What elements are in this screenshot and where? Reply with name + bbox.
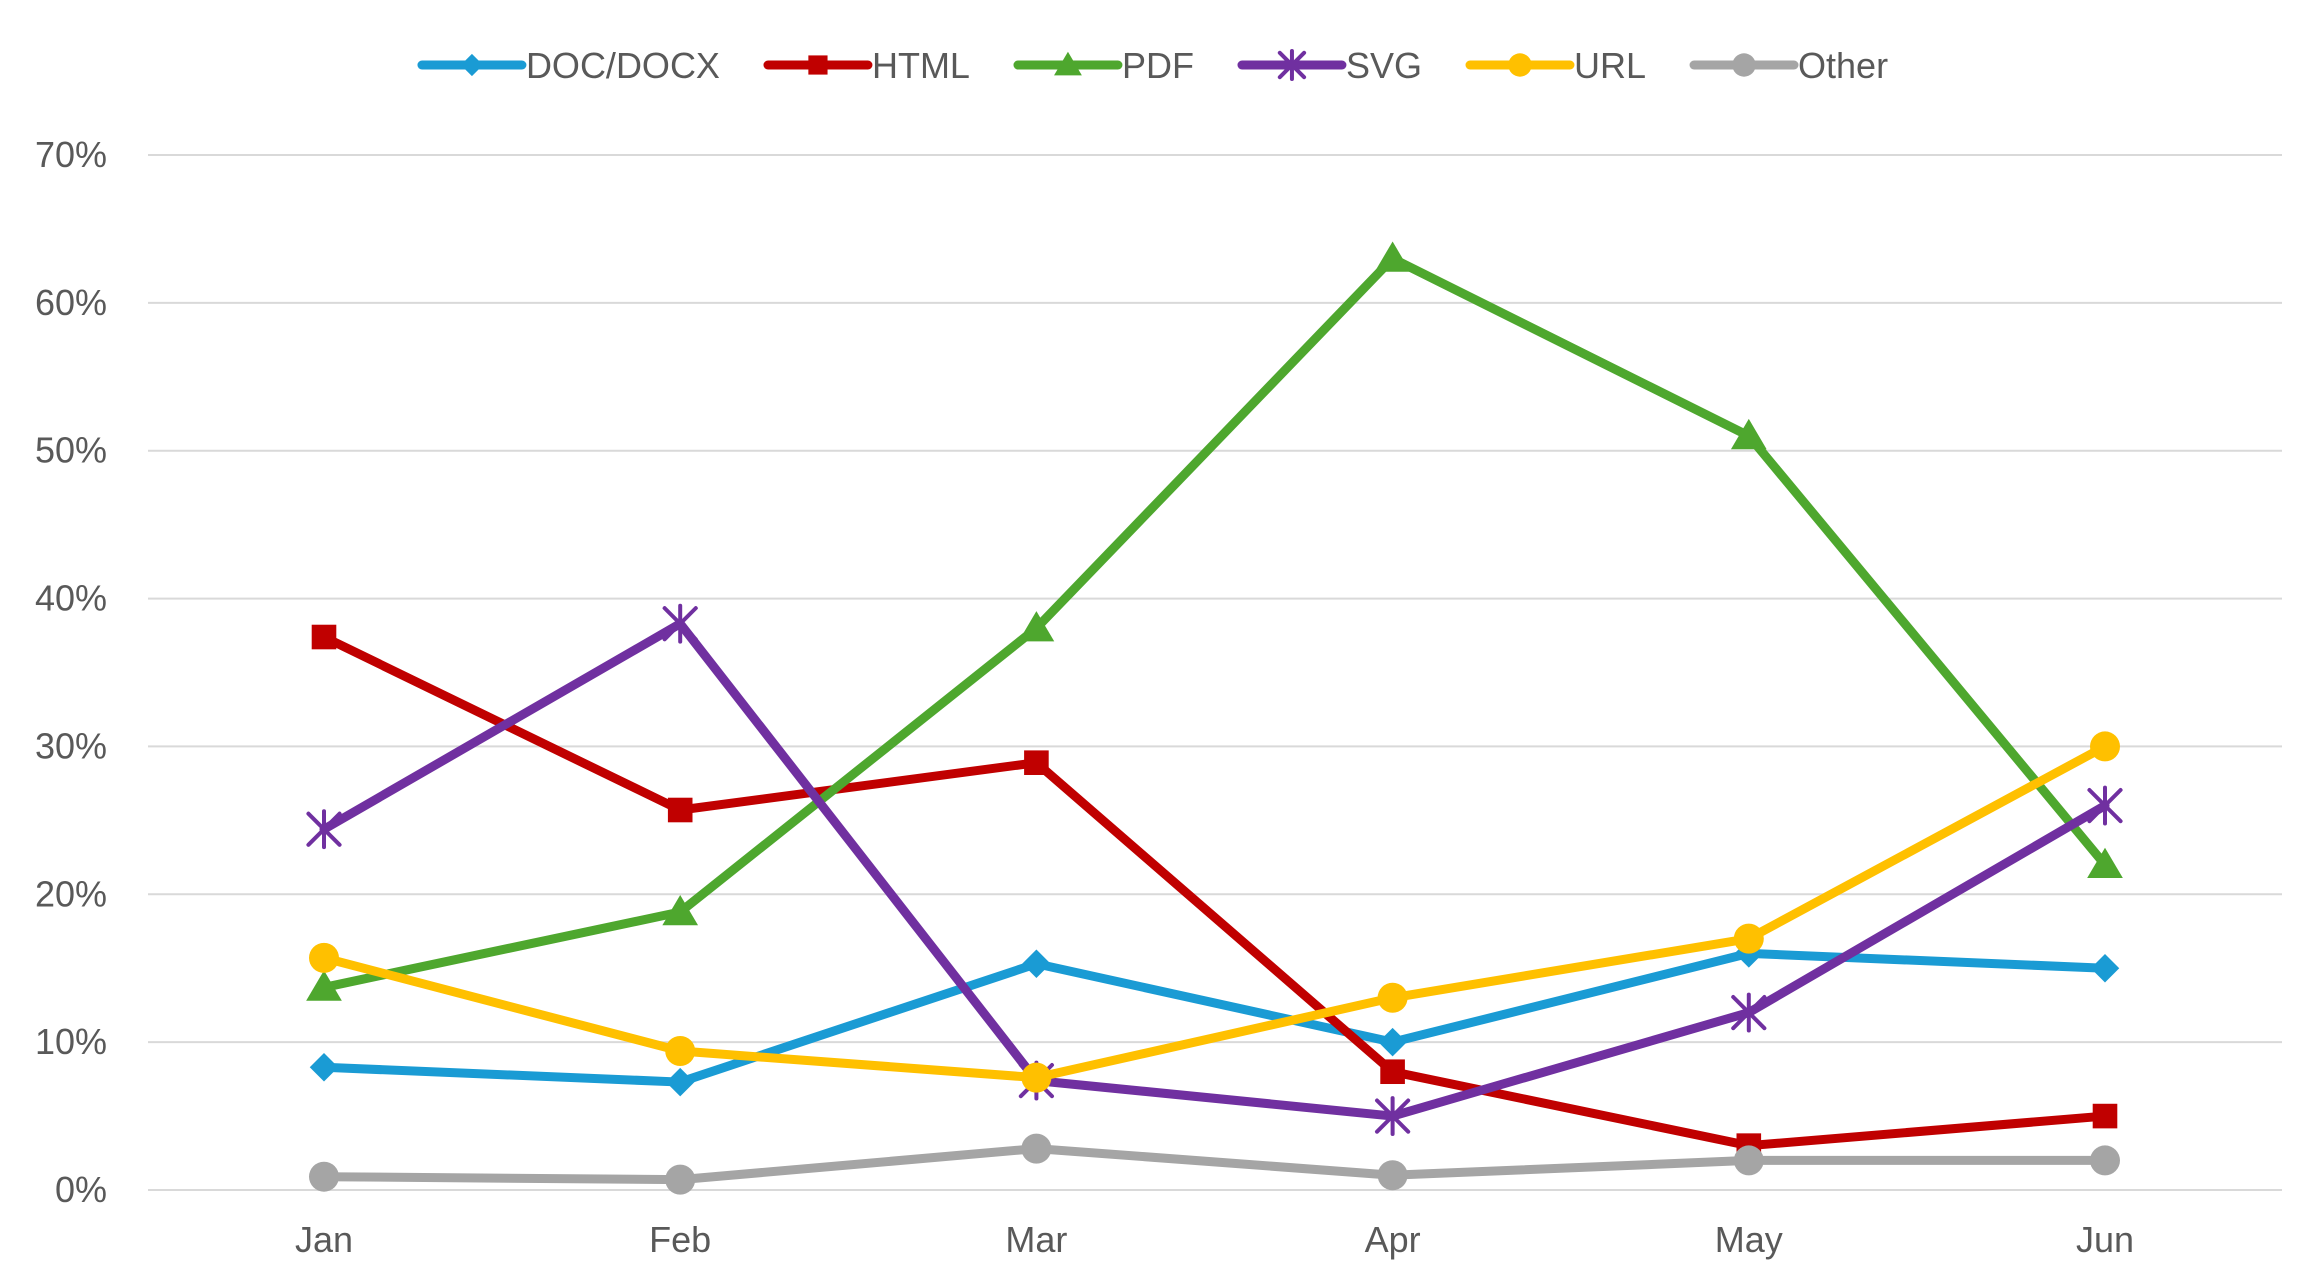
data-point-doc-docx [309, 1053, 339, 1082]
data-point-other [665, 1164, 696, 1195]
series-line-doc-docx [319, 948, 2110, 1087]
legend-marker [808, 55, 828, 75]
legend-label: Other [1798, 45, 1888, 86]
data-point-svg [1375, 1096, 1411, 1136]
data-point-svg [306, 809, 342, 850]
series-doc-docx [309, 939, 2120, 1097]
legend-item-pdf: PDF [1013, 45, 1194, 86]
data-point-doc-docx [1022, 949, 1051, 979]
legend-marker [1277, 49, 1307, 81]
x-tick-label: May [1715, 1219, 1783, 1260]
data-point-html [667, 797, 693, 823]
y-tick-label: 10% [35, 1021, 107, 1062]
y-axis: 0% 10% 20% 30% 40% 50% 60% 70% [35, 134, 107, 1210]
data-point-other [2090, 1145, 2120, 1176]
data-point-html [2092, 1103, 2118, 1129]
data-point-pdf [1374, 241, 1411, 272]
series-line-pdf [319, 254, 2110, 992]
data-point-html [1024, 750, 1049, 775]
data-point-pdf [1730, 418, 1767, 450]
data-point-pdf [306, 970, 342, 1001]
legend-marker [460, 53, 484, 77]
data-point-url [1733, 923, 1764, 954]
series-url [309, 731, 2120, 1093]
y-tick-label: 50% [35, 430, 107, 471]
data-point-url [665, 1036, 696, 1067]
legend-item-doc-docx: DOC/DOCX [417, 45, 720, 86]
legend-label: DOC/DOCX [526, 45, 720, 86]
y-tick-label: 30% [35, 725, 107, 766]
series-group [306, 241, 2123, 1195]
series-line-svg [319, 619, 2110, 1121]
legend-marker [1508, 53, 1532, 77]
y-tick-label: 0% [55, 1169, 107, 1210]
legend-marker [1054, 51, 1082, 76]
x-tick-label: Jun [2076, 1219, 2134, 1260]
x-tick-label: Mar [1005, 1219, 1067, 1260]
legend-marker [1732, 53, 1756, 77]
legend-item-other: Other [1689, 45, 1888, 86]
grid-lines [148, 154, 2282, 1191]
series-line-other [319, 1144, 2110, 1185]
legend-item-html: HTML [763, 45, 970, 86]
data-point-doc-docx [1378, 1027, 1407, 1057]
data-point-html [311, 624, 337, 650]
y-tick-label: 20% [35, 873, 107, 914]
legend-label: PDF [1122, 45, 1194, 86]
data-point-other [1377, 1160, 1408, 1191]
legend-item-svg: SVG [1237, 45, 1422, 86]
y-tick-label: 60% [35, 282, 107, 323]
data-point-url [309, 942, 339, 973]
legend-item-url: URL [1465, 45, 1646, 86]
legend-label: HTML [872, 45, 970, 86]
series-pdf [306, 241, 2123, 1001]
data-point-svg [2087, 785, 2123, 826]
data-point-other [1733, 1145, 1764, 1176]
x-tick-label: Feb [649, 1219, 711, 1260]
data-point-url [1021, 1062, 1052, 1093]
legend-label: URL [1574, 45, 1646, 86]
y-tick-label: 70% [35, 134, 107, 175]
series-line-html [319, 632, 2110, 1151]
data-point-other [1021, 1133, 1052, 1164]
data-point-pdf [2087, 847, 2123, 878]
y-tick-label: 40% [35, 578, 107, 619]
data-point-pdf [1018, 611, 1055, 642]
legend-label: SVG [1346, 45, 1422, 86]
data-point-doc-docx [665, 1067, 695, 1097]
series-line-url [319, 741, 2110, 1083]
data-point-url [2090, 731, 2120, 762]
data-point-svg [1731, 992, 1767, 1033]
x-axis: Jan Feb Mar Apr May Jun [295, 1219, 2134, 1260]
legend: DOC/DOCX HTML PDF SVG URL Other [417, 45, 1888, 86]
data-point-url [1377, 982, 1408, 1013]
x-tick-label: Jan [295, 1219, 353, 1260]
x-tick-label: Apr [1365, 1219, 1421, 1260]
data-point-html [1380, 1059, 1405, 1085]
data-point-svg [662, 603, 698, 644]
data-point-doc-docx [2090, 953, 2120, 983]
data-point-other [309, 1161, 339, 1192]
series-other [309, 1133, 2120, 1195]
data-point-pdf [662, 895, 699, 926]
series-svg [306, 603, 2123, 1136]
